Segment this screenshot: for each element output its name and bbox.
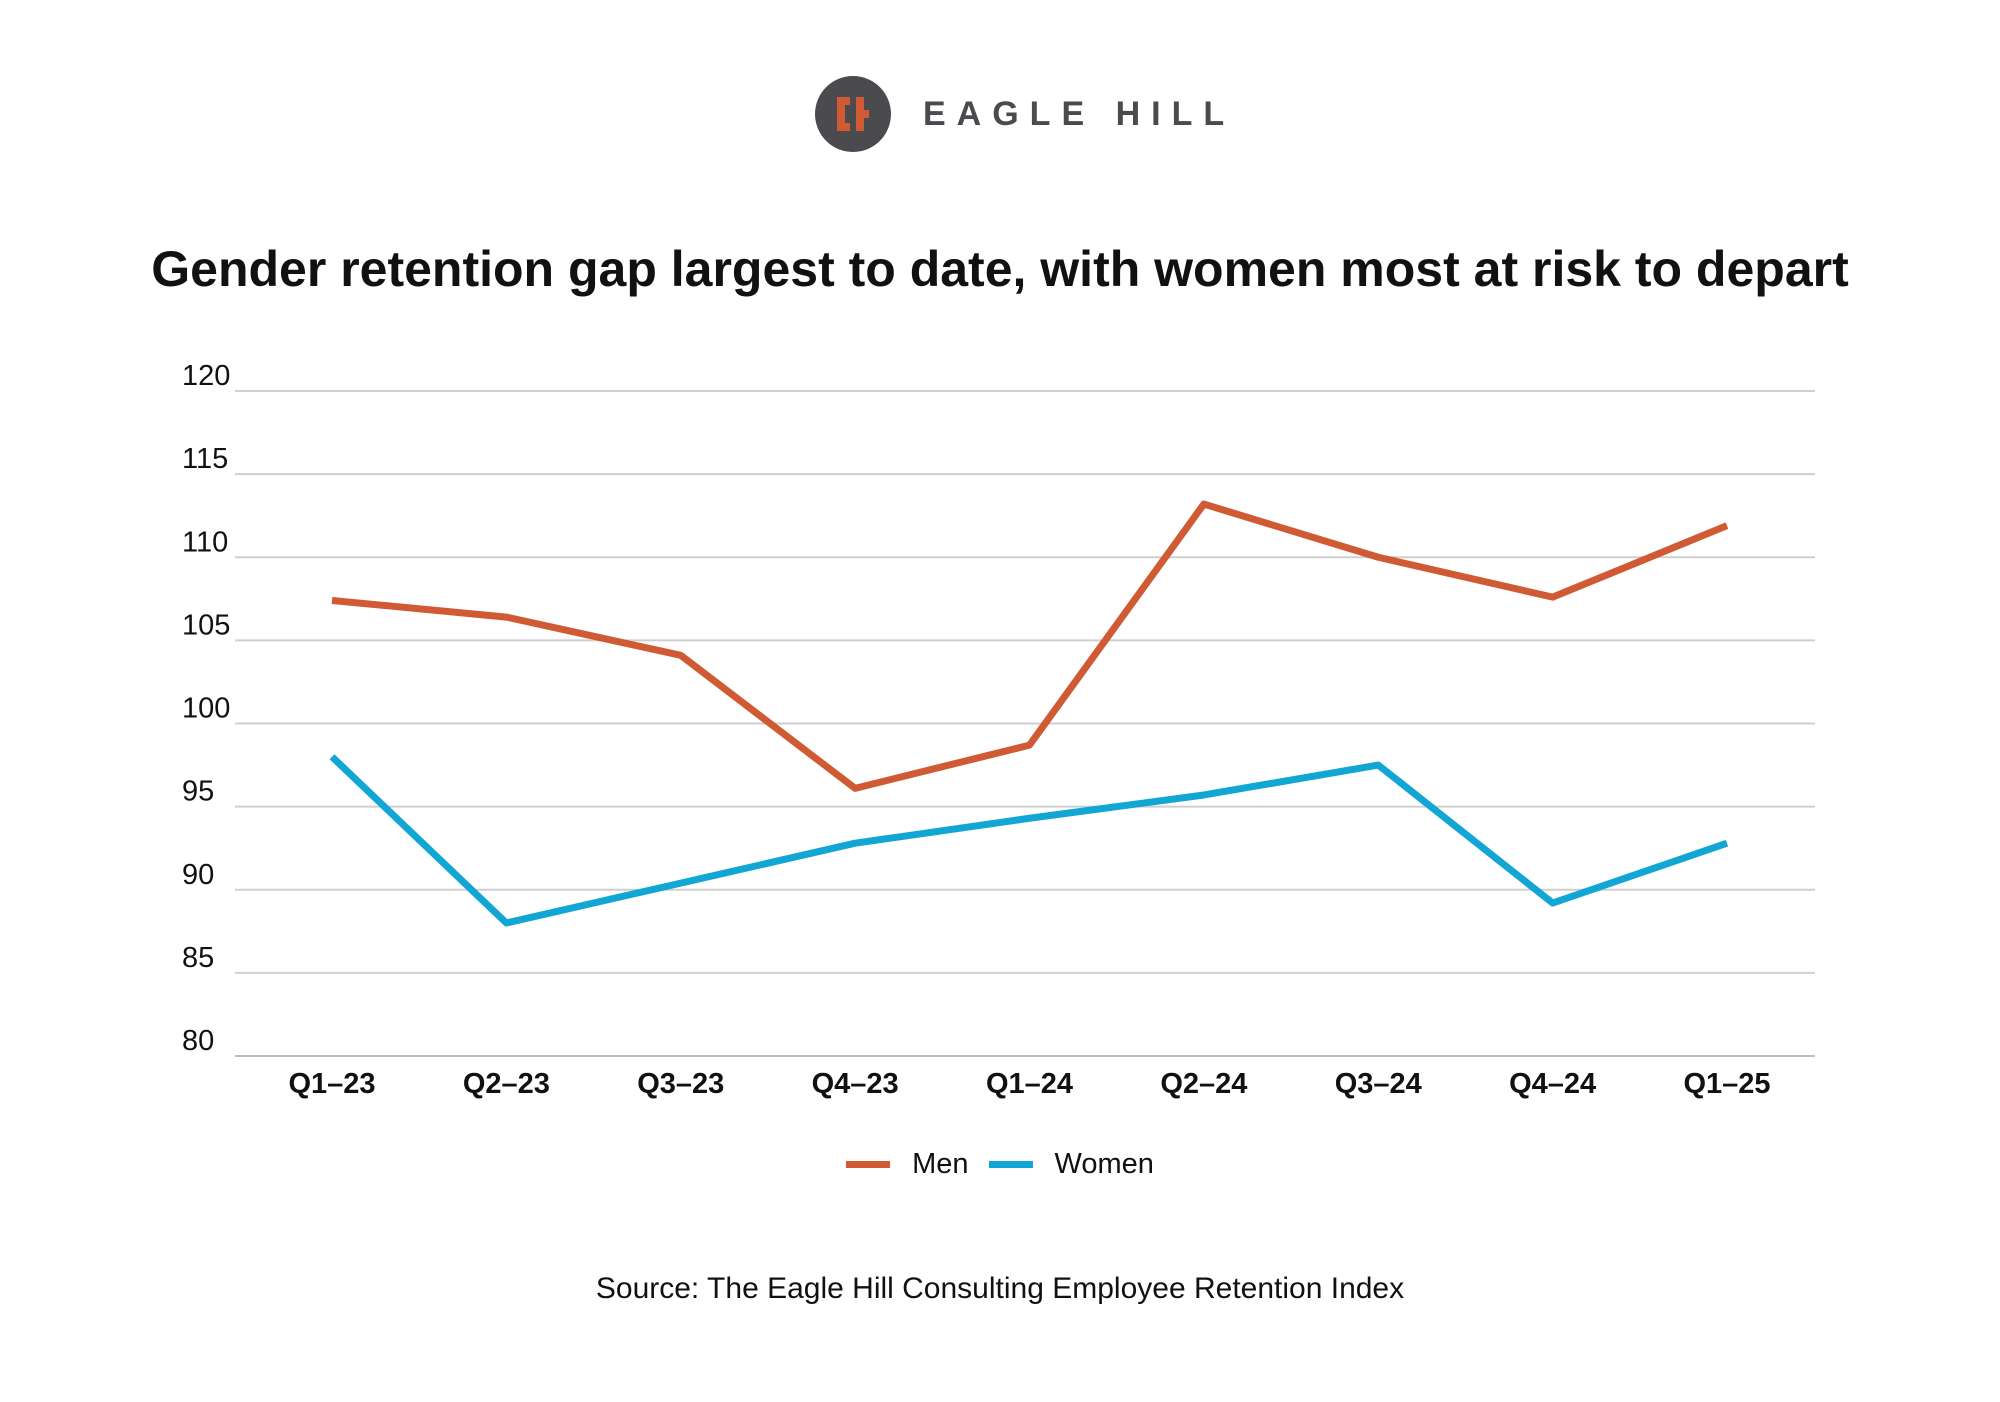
x-tick-label: Q2–24 [1160, 1068, 1247, 1100]
y-axis-ticks: 80 85 90 95 100 105 110 115 120 [182, 360, 230, 1057]
legend-item-women: Women [988, 1148, 1154, 1181]
brand-logo: EAGLE HILL [815, 76, 1235, 152]
x-tick-label: Q4–24 [1509, 1068, 1596, 1100]
chart-title: Gender retention gap largest to date, wi… [151, 241, 1849, 297]
legend-item-men: Men [846, 1148, 969, 1181]
x-tick-label: Q3–24 [1335, 1068, 1422, 1100]
series-lines [329, 500, 1729, 927]
y-tick-label: 105 [182, 609, 230, 641]
x-tick-label: Q1–24 [986, 1068, 1073, 1100]
eagle-hill-logo-icon [815, 76, 891, 152]
y-tick-label: 110 [182, 526, 228, 558]
x-tick-label: Q2–23 [463, 1068, 550, 1100]
y-tick-label: 120 [182, 360, 230, 392]
x-tick-label: Q4–23 [812, 1068, 899, 1100]
series-line-men [331, 500, 1729, 792]
y-tick-label: 95 [182, 776, 214, 808]
legend-label-women: Women [1054, 1148, 1154, 1180]
x-axis-ticks: Q1–23 Q2–23 Q3–23 Q4–23 Q1–24 Q2–24 Q3–24 Q4–24… [288, 1068, 1770, 1100]
x-tick-label: Q3–23 [637, 1068, 724, 1100]
legend: Men Women [0, 1148, 2000, 1181]
legend-swatch-women [988, 1161, 1033, 1168]
gridlines [235, 390, 1815, 1057]
x-tick-label: Q1–23 [288, 1068, 375, 1100]
series-line-women [329, 754, 1729, 927]
x-tick-label: Q1–25 [1683, 1068, 1770, 1100]
legend-label-men: Men [912, 1148, 969, 1180]
y-tick-label: 90 [182, 859, 214, 891]
y-tick-label: 85 [182, 942, 214, 974]
brand-name: EAGLE HILL [923, 94, 1236, 133]
legend-swatch-men [846, 1161, 891, 1168]
y-tick-label: 115 [182, 443, 228, 475]
source-note: Source: The Eagle Hill Consulting Employ… [595, 1272, 1405, 1305]
y-tick-label: 100 [182, 693, 230, 725]
y-tick-label: 80 [182, 1025, 214, 1057]
